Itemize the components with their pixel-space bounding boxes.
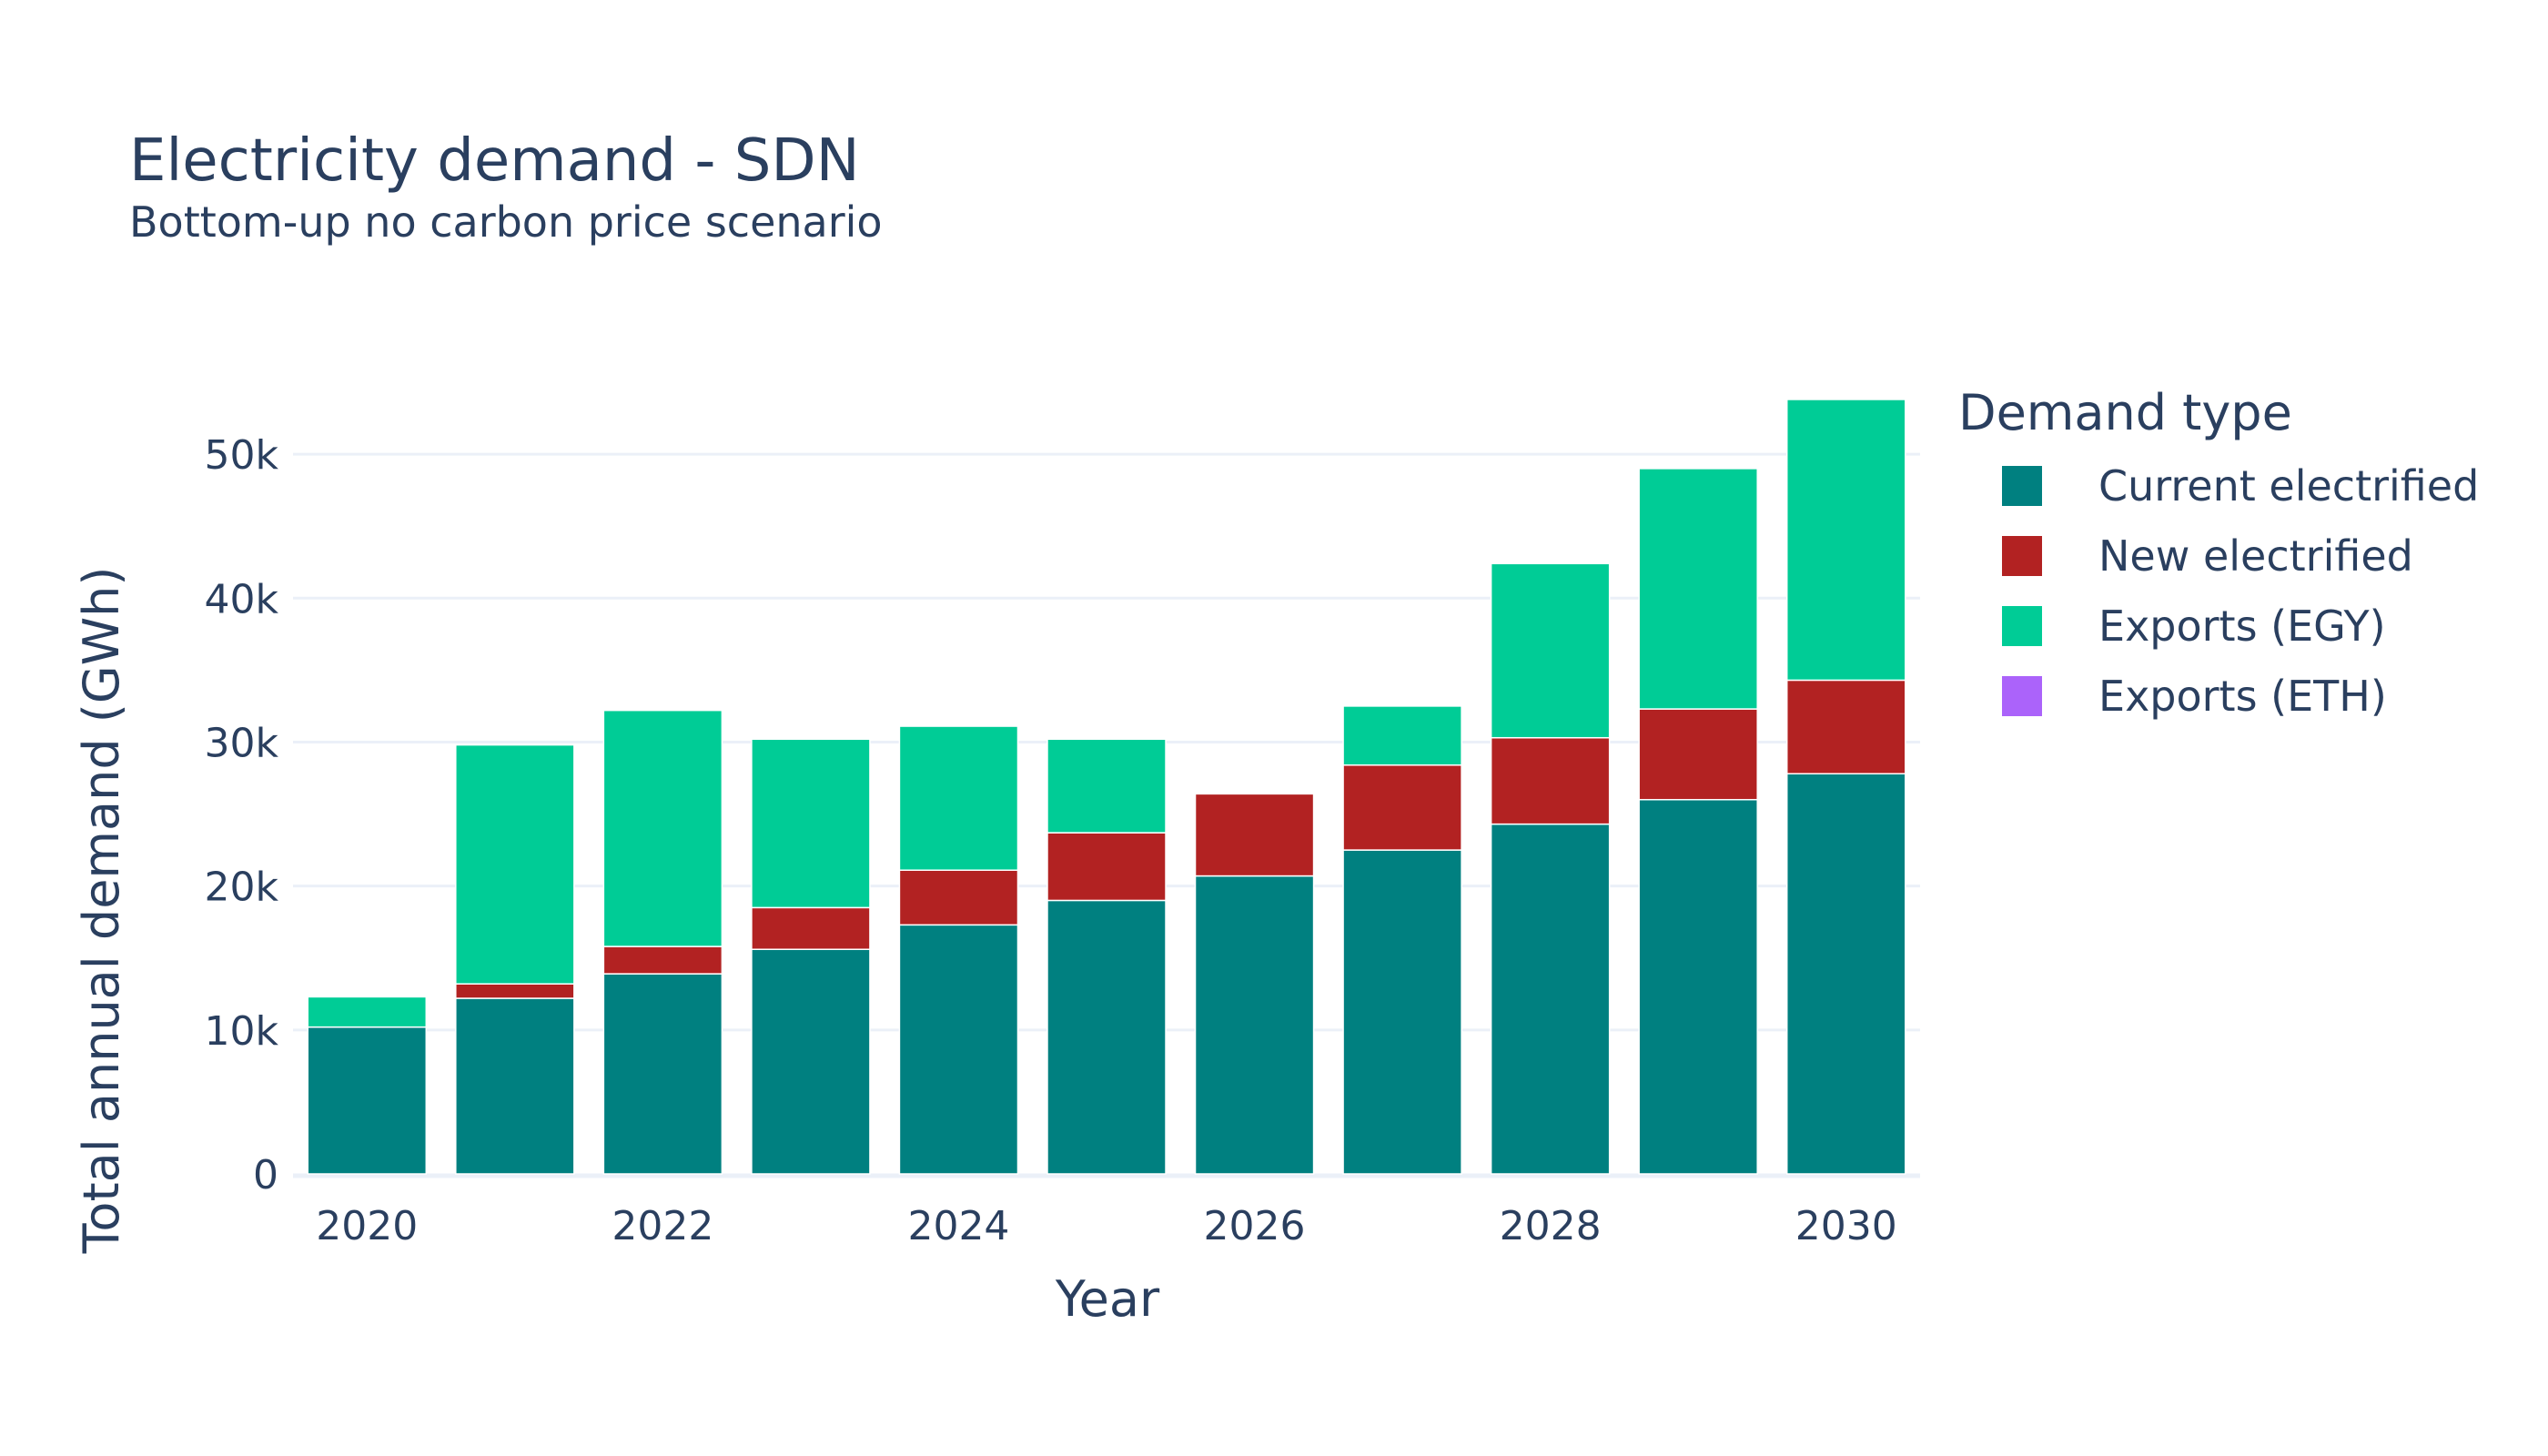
bar-segment [455,983,575,999]
y-tick-label: 50k [205,432,279,479]
bar-segment [1194,793,1315,877]
bar-segment [307,1026,428,1175]
bar-segment [1785,773,1906,1175]
legend-swatch [2002,536,2042,576]
bar-segment [751,738,871,909]
x-tick-label: 2024 [907,1203,1009,1249]
legend-label: New electrified [2098,531,2413,581]
chart-subtitle: Bottom-up no carbon price scenario [129,197,883,247]
legend-label: Current electrified [2098,461,2479,511]
bar-segment [307,996,428,1028]
legend-label: Exports (EGY) [2098,602,2386,651]
chart-title: Electricity demand - SDN [129,127,860,195]
bar-segment [898,869,1019,926]
y-axis-title: Total annual demand (GWh) [73,567,130,1255]
bar-segment [1785,399,1906,682]
bar-segment [751,906,871,950]
bars [307,399,1906,1175]
y-axis-ticks: 0 10k 20k 30k 40k 50k [205,432,279,1198]
x-tick-label: 2028 [1500,1203,1602,1249]
y-tick-label: 0 [253,1152,278,1198]
bar-segment [1490,823,1611,1175]
y-tick-label: 40k [205,576,279,622]
x-tick-label: 2020 [316,1203,418,1249]
bar-segment [1342,705,1462,766]
x-axis-ticks: 2020 2022 2024 2026 2028 2030 [316,1203,1896,1249]
y-tick-label: 20k [205,864,279,911]
bar-segment [1638,468,1758,710]
x-tick-label: 2030 [1795,1203,1897,1249]
legend-swatch [2002,606,2042,646]
x-tick-label: 2026 [1204,1203,1306,1249]
y-tick-label: 30k [205,720,279,766]
bar-segment [1490,562,1611,739]
bar-segment [455,743,575,985]
bar-segment [1785,679,1906,775]
bar-segment [751,948,871,1175]
bar-segment [1194,875,1315,1175]
legend-swatch [2002,466,2042,506]
x-tick-label: 2022 [612,1203,713,1249]
x-axis-title: Year [1055,1270,1160,1328]
bar-segment [602,973,723,1175]
bar-segment [602,945,723,975]
legend: Demand type Current electrified New elect… [1958,384,2479,721]
legend-title: Demand type [1958,384,2292,441]
bar-segment [1046,738,1167,834]
legend-swatch [2002,676,2042,716]
legend-label: Exports (ETH) [2098,672,2387,721]
bar-segment [1046,899,1167,1175]
bar-segment [1342,849,1462,1175]
bar-segment [1638,708,1758,801]
bar-segment [898,924,1019,1175]
legend-items: Current electrified New electrified Export… [2002,461,2479,721]
bar-segment [1490,736,1611,825]
bar-segment [898,725,1019,871]
bar-segment [602,709,723,947]
bar-segment [1342,764,1462,851]
y-tick-label: 10k [205,1008,279,1055]
bar-segment [1638,798,1758,1175]
bar-segment [1046,832,1167,902]
bar-segment [455,997,575,1175]
